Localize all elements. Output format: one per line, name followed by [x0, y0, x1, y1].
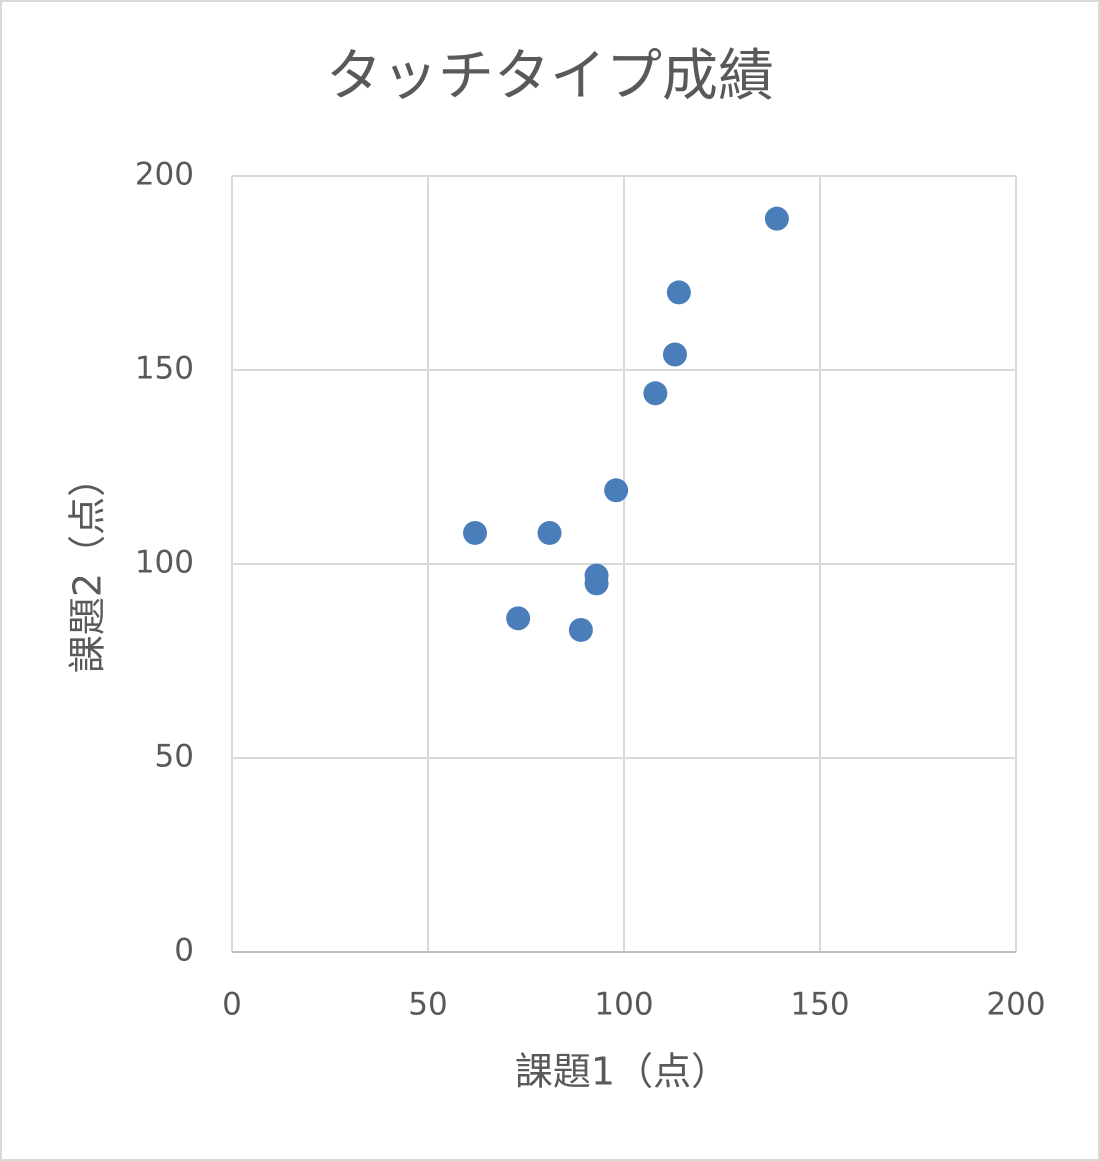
point	[764, 206, 789, 231]
x-tick-label: 0	[222, 987, 242, 1023]
x-tick-label: 150	[790, 987, 849, 1023]
point	[568, 617, 593, 642]
point	[584, 571, 609, 596]
x-tick-label: 100	[594, 987, 653, 1023]
y-tick-label: 150	[135, 351, 194, 387]
point	[463, 520, 488, 545]
point	[643, 381, 668, 406]
point	[506, 606, 531, 631]
point	[604, 478, 629, 503]
y-tick-label: 100	[135, 545, 194, 581]
x-tick-label: 50	[408, 987, 447, 1023]
chart-title: タッチタイプ成績	[326, 44, 774, 109]
point	[662, 342, 687, 367]
point	[666, 280, 691, 305]
x-axis-title: 課題1（点）	[515, 1050, 729, 1094]
y-tick-label: 50	[155, 739, 194, 775]
point	[537, 520, 562, 545]
y-axis-title: 課題2（点）	[66, 459, 110, 673]
y-tick-label: 0	[174, 933, 194, 969]
x-tick-label: 200	[986, 987, 1045, 1023]
y-tick-label: 200	[135, 157, 194, 193]
